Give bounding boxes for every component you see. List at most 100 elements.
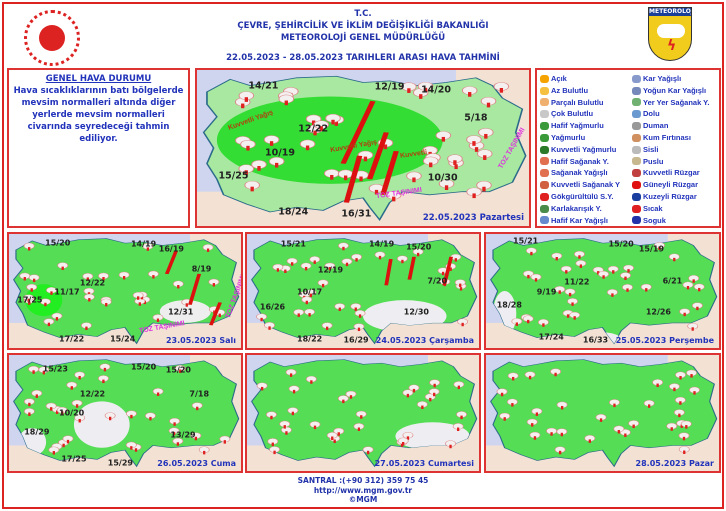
lightning-icon [416,252,420,257]
temperature-label: 12/22 [79,389,106,399]
sleet-icon [540,204,549,213]
lightning-icon [273,450,276,455]
lightning-icon [392,196,396,202]
weather-icon [529,431,541,440]
lightning-icon [47,322,51,327]
weather-icon [564,288,576,297]
weather-icon [408,384,420,393]
weather-icon [267,438,279,447]
lightning-icon [260,386,264,391]
weather-icon [82,273,94,281]
weather-icon [499,412,511,421]
weather-icon [438,179,455,190]
lightning-icon [311,120,316,126]
lightning-icon [357,427,361,431]
lightning-icon [61,411,64,415]
weather-icon [693,283,705,292]
weather-icon [238,164,255,175]
temperature-label: 15/20 [130,362,157,372]
lightning-icon [691,327,694,331]
map-day-4: 15/21 15/20 15/19 6/21 11/22 9/19 18/28 12/26 17… [484,232,721,350]
weather-icon [198,446,210,455]
weather-icon [584,435,596,443]
lightning-icon [156,392,160,396]
temperature-label: 15/21 [280,239,306,249]
footer-url[interactable]: http://www.mgm.gov.tr [313,485,413,495]
weather-areas [18,401,130,456]
weather-icon [279,420,291,429]
lightning-icon [647,404,651,408]
weather-icon [608,399,620,408]
weather-icon [66,381,78,390]
lightning-icon [284,269,287,273]
weather-icon [169,417,181,426]
lightning-icon [374,189,379,195]
lightning-icon [588,439,591,443]
weather-icon [62,435,74,444]
temperature-label: 10/20 [59,408,85,418]
cloud-icon [540,110,549,119]
lightning-icon [271,442,274,447]
legend-label: Karlakarışık Y. [551,203,602,213]
lightning-icon [550,432,553,436]
legend-label: Kuvvetli Rüzgar [643,168,700,178]
weather-icon [673,409,685,418]
weather-icon [628,420,640,429]
lightning-icon [269,141,274,146]
lightning-icon [212,283,216,287]
hail-icon [632,110,641,119]
weather-icon [321,322,333,331]
weather-icon [354,310,366,318]
temperature-label: 12/22 [79,278,106,288]
lightning-icon [449,267,452,271]
weather-icon [272,263,284,272]
temperature-label: 15/25 [218,170,249,182]
lightning-icon [484,133,488,139]
weather-icon [118,271,130,280]
lightning-icon [383,144,388,150]
weather-icon [396,255,408,264]
temperature-label: 7/18 [189,389,210,399]
lightning-icon [673,387,676,392]
weather-icon [45,402,57,411]
weather-icon [546,427,558,436]
general-weather-title: GENEL HAVA DURUMU [45,74,152,84]
weather-icon [524,371,536,380]
lightning-icon [683,312,686,317]
weather-icon [506,398,518,407]
temperature-label: 13/29 [170,430,196,440]
lightning-icon [78,418,81,423]
map-date-label: 23.05.2023 Salı [165,336,236,345]
weather-icon [208,278,220,287]
lightning-icon [656,383,659,388]
legend-item: Sağanak Yağışlı [540,167,630,179]
weather-icon [374,251,386,260]
turkey-map [247,234,479,348]
weather-icon [317,279,329,288]
lightning-icon [533,436,537,440]
legend-item: Güneyli Rüzgar [632,179,718,191]
header-directorate: METEOROLOJİ GENEL MÜDÜRLÜĞÜ [280,33,446,43]
weather-icon [689,386,700,395]
temperature-label: 18/24 [278,206,309,218]
weather-icon [104,412,116,421]
weather-icon [43,318,55,327]
thunderstorm-icon [540,192,549,201]
weather-icon [313,120,330,131]
turkey-land [490,359,718,468]
snow-icon [632,74,641,83]
lightning-icon [50,291,53,295]
weather-icon [480,96,497,108]
lightning-icon [319,126,323,131]
temperature-label: 16/29 [343,335,369,345]
map-date-label: 28.05.2023 Pazar [635,459,714,468]
weather-icon [97,375,109,384]
temperature-label: 16/31 [341,208,372,220]
lightning-icon [309,293,313,298]
lightning-icon [670,427,673,431]
lightning-icon [617,430,621,434]
weather-icon [454,279,466,288]
lightning-icon [185,303,188,307]
weather-icon [575,260,587,268]
